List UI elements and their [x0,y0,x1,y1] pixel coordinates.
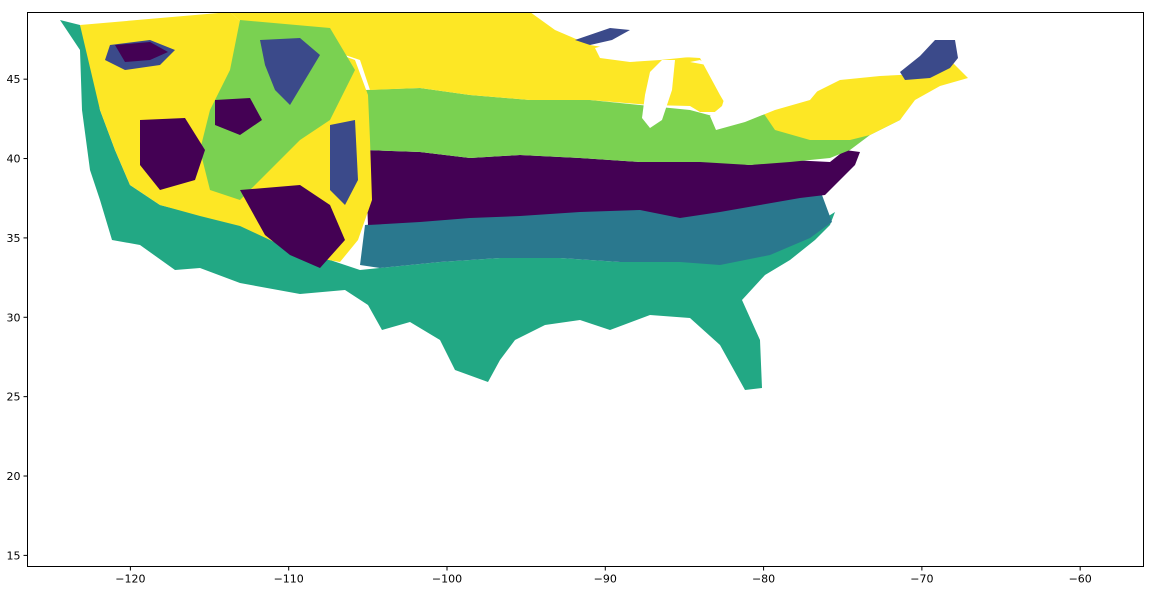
x-tick-label: −80 [752,573,775,586]
region-west-mixed-purple-1 [115,42,168,62]
region-maine-indigo [900,40,958,80]
x-axis: −120 −110 −100 −90 −80 −70 −60 [115,566,1092,586]
y-axis: 15 20 25 30 35 40 45 [7,73,28,562]
lake-huron-erie-ontario [690,60,825,130]
region-northern-tier [230,12,730,112]
y-tick-label: 40 [7,153,21,166]
region-west-mixed-purple-2 [140,118,205,190]
y-tick-label: 20 [7,470,21,483]
x-tick-label: −70 [910,573,933,586]
lake-michigan [642,60,675,128]
region-southern-band [60,20,835,390]
region-central-band [365,150,860,225]
x-tick-label: −100 [432,573,462,586]
region-west-mixed-indigo-2 [260,38,320,105]
y-tick-label: 45 [7,73,21,86]
y-tick-label: 15 [7,549,21,562]
region-west-mixed-indigo-3 [330,120,358,205]
region-upper-peninsula-indigo [575,28,630,45]
region-northeast-yellow [760,60,968,140]
y-tick-label: 25 [7,391,21,404]
plot-frame [27,12,1144,567]
lake-superior [595,40,700,62]
region-west-mixed-green [200,20,355,200]
x-tick-label: −90 [594,573,617,586]
region-west-mixed-purple-4 [215,98,262,135]
region-west-mixed-purple-3 [240,185,345,268]
x-tick-label: −120 [115,573,145,586]
y-tick-label: 30 [7,311,21,324]
y-tick-label: 35 [7,232,21,245]
x-tick-label: −110 [274,573,304,586]
map-regions [60,12,968,390]
x-tick-label: −60 [1069,573,1092,586]
